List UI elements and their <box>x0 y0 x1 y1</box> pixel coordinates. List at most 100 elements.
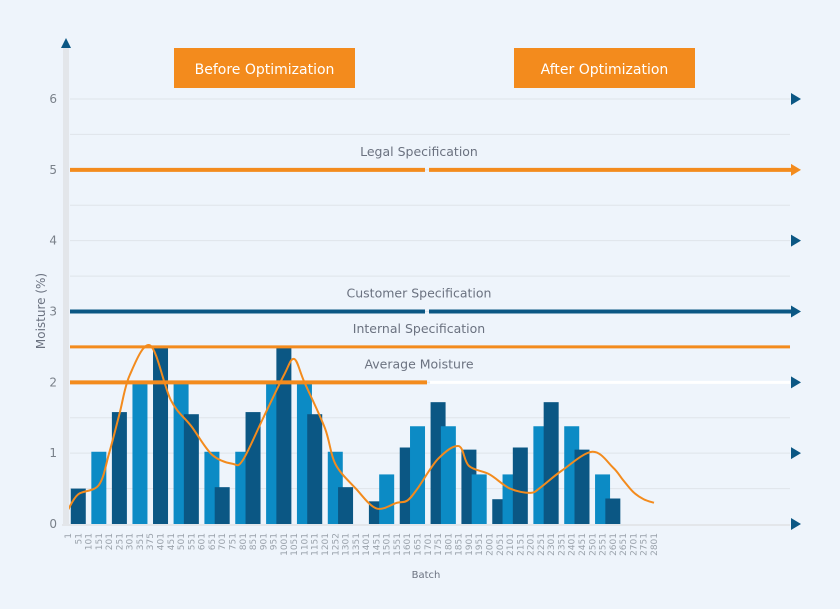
bar <box>183 414 199 524</box>
x-tick-label: 1851 <box>455 533 465 556</box>
spec-line-label: Customer Specification <box>347 286 492 301</box>
trend-line-path <box>67 344 655 511</box>
right-arrow-icon <box>791 93 801 105</box>
x-tick-label: 2751 <box>640 533 650 556</box>
x-tick-label: 851 <box>249 533 259 550</box>
bar <box>440 426 456 524</box>
x-tick-label: 51 <box>74 533 84 544</box>
spec-line-arrow-icon <box>791 305 801 318</box>
y-ticks: 0 1 2 3 4 5 6 <box>49 92 57 531</box>
spec-line-label: Legal Specification <box>360 144 478 159</box>
bar <box>605 498 621 524</box>
x-tick-label: 751 <box>228 533 238 550</box>
spec-line-arrow-icon <box>791 163 801 176</box>
y-tick-label: 4 <box>49 234 57 248</box>
bar <box>307 414 323 524</box>
x-tick-label: 2451 <box>578 533 588 556</box>
x-tick-label: 551 <box>187 533 197 550</box>
x-tick-label: 2101 <box>506 533 516 556</box>
x-tick-label: 2351 <box>557 533 567 556</box>
x-tick-label: 375 <box>146 533 156 550</box>
x-tick-label: 2601 <box>609 533 619 556</box>
bar <box>91 451 107 524</box>
section-header-box <box>514 48 695 88</box>
bar <box>471 474 487 524</box>
x-tick-label: 401 <box>157 533 167 550</box>
right-arrows <box>791 93 801 530</box>
x-tick-label: 1901 <box>465 533 475 556</box>
spec-line-label: Internal Specification <box>353 321 485 336</box>
bar <box>512 447 528 524</box>
x-tick-label: 451 <box>167 533 177 550</box>
x-tick-label: 1651 <box>414 533 424 556</box>
x-tick-label: 1601 <box>403 533 413 556</box>
x-tick-label: 951 <box>270 533 280 550</box>
x-tick-label: 1801 <box>444 533 454 556</box>
x-tick-label: 2801 <box>650 533 660 556</box>
bar <box>214 487 230 524</box>
spec-lines: Legal Specification Customer Specificatio… <box>70 144 801 385</box>
x-tick-label: 1252 <box>331 533 341 556</box>
x-tick-label: 201 <box>105 533 115 550</box>
y-tick-label: 2 <box>49 375 57 389</box>
x-tick-label: 1201 <box>321 533 331 556</box>
x-tick-label: 251 <box>115 533 125 550</box>
x-tick-label: 1701 <box>424 533 434 556</box>
x-tick-label: 1151 <box>311 533 321 556</box>
x-tick-label: 2651 <box>619 533 629 556</box>
bars <box>70 345 621 524</box>
x-tick-label: 2251 <box>537 533 547 556</box>
y-tick-label: 0 <box>49 517 57 531</box>
x-tick-label: 1401 <box>362 533 372 556</box>
y-tick-label: 3 <box>49 305 57 319</box>
x-tick-label: 601 <box>198 533 208 550</box>
bar <box>574 449 590 524</box>
x-tick-label: 301 <box>126 533 136 550</box>
bar <box>543 402 559 524</box>
bar <box>276 345 292 524</box>
bar <box>153 345 169 524</box>
x-tick-label: 1001 <box>280 533 290 556</box>
trend-line <box>67 344 655 511</box>
x-tick-label: 1301 <box>342 533 352 556</box>
x-tick-label: 2001 <box>485 533 495 556</box>
bar <box>410 426 426 524</box>
axes <box>61 38 790 526</box>
x-tick-label: 1101 <box>300 533 310 556</box>
x-tick-label: 2551 <box>599 533 609 556</box>
y-tick-label: 1 <box>49 446 57 460</box>
x-tick-label: 2401 <box>568 533 578 556</box>
x-tick-label: 1501 <box>383 533 393 556</box>
section-headers: Before Optimization After Optimization <box>174 48 695 88</box>
x-tick-label: 2501 <box>588 533 598 556</box>
y-tick-label: 5 <box>49 163 57 177</box>
x-tick-label: 2151 <box>516 533 526 556</box>
x-tick-label: 151 <box>95 533 105 550</box>
x-tick-label: 2051 <box>496 533 506 556</box>
x-tick-label: 2701 <box>629 533 639 556</box>
right-arrow-icon <box>791 234 801 247</box>
x-tick-label: 1951 <box>475 533 485 556</box>
x-tick-label: 651 <box>208 533 218 550</box>
bar <box>245 412 261 524</box>
x-ticks: 1 51 101 151 201 251 301 351 375 401 451 501 551 601 6… <box>64 533 660 556</box>
x-tick-label: 1751 <box>434 533 444 556</box>
x-tick-label: 1551 <box>393 533 403 556</box>
x-tick-label: 1451 <box>372 533 382 556</box>
x-tick-label: 1351 <box>352 533 362 556</box>
x-tick-label: 701 <box>218 533 228 550</box>
x-tick-label: 1 <box>64 533 74 539</box>
spec-line-label: Average Moisture <box>364 356 473 371</box>
right-arrow-icon <box>791 376 801 389</box>
section-header-label: Before Optimization <box>195 62 335 78</box>
section-header-label: After Optimization <box>541 62 669 78</box>
x-tick-label: 901 <box>259 533 269 550</box>
x-tick-label: 1051 <box>290 533 300 556</box>
y-tick-label: 6 <box>49 92 57 106</box>
bar <box>379 474 395 524</box>
x-tick-label: 801 <box>239 533 249 550</box>
bar <box>132 380 148 524</box>
y-axis-arrow-icon <box>61 38 71 48</box>
y-axis-label: Moisture (%) <box>34 273 48 349</box>
right-arrow-icon <box>791 447 801 460</box>
